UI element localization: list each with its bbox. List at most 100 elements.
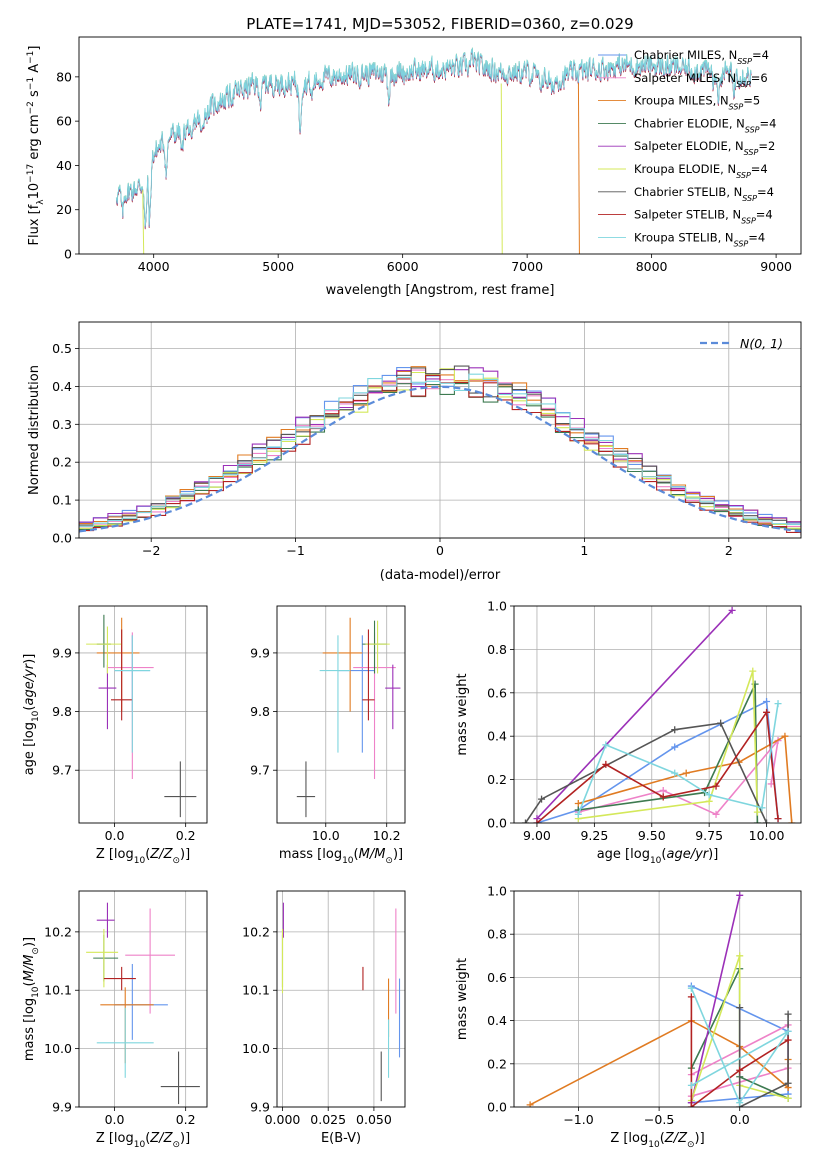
weight-point [728,606,736,614]
plot-area [296,617,401,818]
errorbar-salpeter-elodie [96,902,115,938]
grid [277,891,405,1108]
weight-point [753,808,761,816]
weight-point [758,804,766,812]
errorbar-kroupa-miles [96,617,140,712]
axes-frame [78,890,208,1108]
x-tick-label: 8000 [636,259,668,274]
x-tick-label: 4000 [138,259,170,274]
y-axis-label: Normed distribution [27,365,42,495]
y-tick-label: 9.9 [52,1100,72,1115]
x-tick-label: 0.0 [105,828,125,843]
x-tick-label: 2 [725,543,733,558]
errorbar-kroupa-elodie [86,626,122,674]
weight-point [753,819,761,823]
weight-point [736,891,744,899]
x-tick-label: 5000 [262,259,294,274]
y-tick-label: 10.2 [242,924,270,939]
weight-point [712,810,720,818]
histogram-salpeter-stelib [79,374,801,536]
age-weights-panel: 9.00 9.25 9.50 9.75 10.00 0.0 0.2 0.4 0.6 0.8 1.0 a… [455,599,802,866]
grid [79,322,801,539]
errorbar-kroupa-stelib [96,1007,154,1078]
y-tick-label: 0.4 [487,729,507,744]
errorbar-chabrier-stelib [164,761,197,818]
weight-point [763,708,771,716]
errorbar-kroupa-miles [100,987,154,1064]
weight-point [763,697,771,705]
x-tick-label: 10.0 [312,828,340,843]
grid [79,891,207,1108]
errorbar-chabrier-stelib [160,1051,200,1105]
weight-series-salpeter-stelib [687,993,792,1107]
weight-point [736,1004,744,1012]
legend-entry-chabrier-elodie: Chabrier ELODIE, NSSP=4 [634,116,776,133]
y-tick-label: 60 [56,114,72,129]
axes-frame [276,605,406,824]
weight-point [712,782,720,790]
legend-entry-chabrier-miles: Chabrier MILES, NSSP=4 [634,48,769,66]
weight-line [578,670,759,820]
y-tick-label: 9.8 [250,704,270,719]
y-tick-label: 0.2 [52,455,72,470]
y-tick-label: 1.0 [487,884,507,899]
weight-point [521,819,529,823]
y-tick-label: 10.1 [242,983,270,998]
y-tick-label: 0.1 [52,493,72,508]
x-axis-label: Z [log10(Z/Z⊙)] [96,847,190,866]
weight-point [659,786,667,794]
weight-series-kroupa-stelib [687,984,792,1107]
y-tick-label: 0.2 [487,772,507,787]
x-tick-label: 10.2 [373,828,401,843]
weight-point [788,819,796,823]
y-axis-label: mass weight [455,673,470,755]
y-tick-label: 9.7 [52,763,72,778]
weight-point [574,810,582,818]
legend-entry-kroupa-elodie: Kroupa ELODIE, NSSP=4 [634,162,768,180]
axes-frame [78,321,802,539]
x-tick-label: −2 [142,543,160,558]
y-tick-label: 10.0 [44,1041,72,1056]
y-tick-label: 9.7 [250,763,270,778]
y-axis-label: mass [log10(M/M⊙)] [22,937,41,1061]
legend-entry-kroupa-miles: Kroupa MILES, NSSP=5 [634,94,760,112]
x-tick-label: 0.2 [176,828,196,843]
legend-entry-normal: N(0, 1) [740,336,783,351]
axes-frame [513,605,802,824]
y-tick-label: 0.6 [487,685,507,700]
legend-entry-salpeter-elodie: Salpeter ELODIE, NSSP=2 [634,139,775,157]
y-axis-label: mass weight [455,958,470,1040]
y-tick-label: 0.0 [487,1100,507,1115]
y-tick-label: 9.9 [250,1100,270,1115]
weight-point [671,743,679,751]
plot-area [86,614,197,818]
dropout-kroupa-miles [577,83,580,254]
y-tick-label: 0.5 [52,341,72,356]
x-axis-label: mass [log10(M/M⊙)] [279,847,403,866]
weight-point [774,815,782,823]
errorbar-kroupa-elodie [365,620,390,674]
legend-entry-salpeter-stelib: Salpeter STELIB, NSSP=4 [634,208,773,226]
plot-area [281,902,401,1102]
grid [277,606,405,823]
age-vs-metallicity-panel: 0.0 0.2 9.7 9.8 9.9 Z [log10(Z/Z⊙)] age [log10… [22,605,208,866]
y-tick-label: 0.8 [487,927,507,942]
weight-point [784,1027,792,1035]
y-axis-label: Flux [fλ10−17 erg cm−2 s−1 A−1] [26,46,46,246]
x-tick-label: 9.75 [695,828,723,843]
weight-point [687,1103,695,1107]
weight-point [687,1081,695,1089]
dropout-kroupa-elodie [142,190,145,254]
weight-point [682,769,690,777]
axes-frame [513,890,802,1108]
mass-vs-metallicity-panel: 0.0 0.2 9.9 10.0 10.1 10.2 Z [log10(Z/Z⊙)] mass… [22,890,208,1150]
y-tick-label: 0 [64,247,72,262]
errorbar-salpeter-elodie [98,664,117,730]
mass-vs-ebv-panel: 0.000 0.025 0.050 9.9 10.0 10.1 10.2 E(B-V) [242,890,406,1146]
errorbar-kroupa-stelib [114,635,151,753]
x-axis-label: age [log10(age/yr)] [597,847,719,866]
dropout-kroupa-elodie [500,83,503,254]
weight-point [749,667,757,675]
weight-point [736,952,744,960]
weight-point [659,793,667,801]
